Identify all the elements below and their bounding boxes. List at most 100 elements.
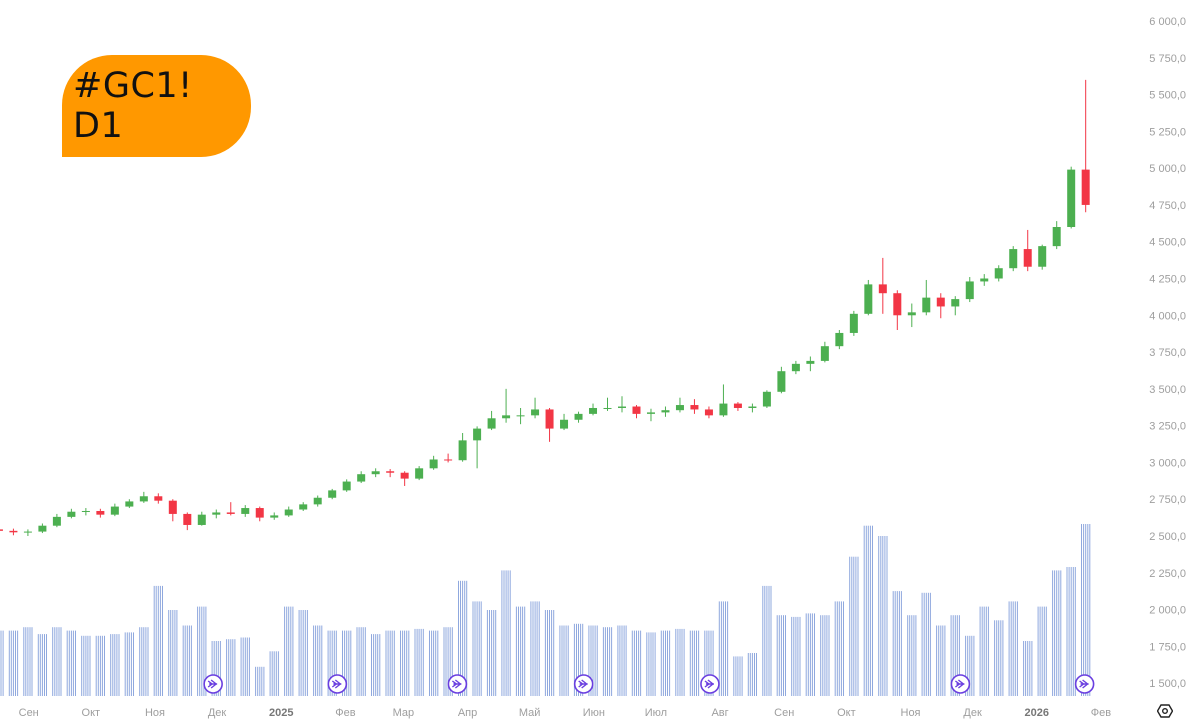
circled-arrow-icon[interactable]	[573, 674, 594, 694]
x-tick-label: Июл	[645, 707, 667, 719]
candle-body	[226, 512, 235, 514]
volume-bar	[248, 637, 250, 696]
symbol-label: #GC1! D1	[73, 66, 193, 146]
candle-body	[154, 496, 163, 501]
candle-body	[646, 412, 655, 414]
volume-bar	[524, 606, 526, 696]
circled-arrow-icon[interactable]	[203, 674, 223, 694]
candle-body	[9, 530, 18, 533]
volume-bar	[1027, 641, 1029, 696]
x-tick-label: Июн	[583, 707, 605, 719]
volume-bar	[971, 635, 973, 696]
symbol-badge: #GC1! D1	[62, 55, 251, 157]
x-tick-label: Авг	[711, 707, 728, 719]
circled-arrow-icon[interactable]	[327, 674, 348, 694]
candle-body	[386, 471, 395, 473]
volume-bar	[981, 606, 983, 696]
volume-bar	[402, 630, 404, 696]
candle-body	[255, 508, 264, 518]
x-tick-label: Фев	[335, 707, 355, 719]
volume-bar	[1025, 641, 1027, 696]
volume-bar	[116, 634, 118, 696]
volume-bar	[1029, 641, 1031, 696]
volume-bar	[739, 656, 741, 696]
volume-bar	[155, 585, 157, 696]
x-tick-label: Сен	[774, 707, 794, 719]
volume-bar	[958, 615, 960, 696]
volume-bar	[590, 625, 592, 696]
y-tick-label: 5 500,0	[1149, 90, 1186, 102]
volume-bar	[319, 625, 321, 696]
candle-body	[357, 474, 366, 482]
volume-bar	[898, 591, 900, 696]
circled-arrow-icon[interactable]	[447, 674, 468, 694]
candle-body	[183, 513, 192, 525]
y-tick-label: 3 500,0	[1149, 384, 1186, 396]
volume-bar	[478, 601, 480, 696]
volume-bar	[97, 635, 99, 696]
circled-arrow-icon[interactable]	[1074, 674, 1095, 694]
candle-body	[52, 516, 61, 526]
x-tick-label: Дек	[208, 707, 227, 719]
volume-bar	[99, 635, 101, 696]
volume-bar	[522, 606, 524, 696]
volume-bar	[462, 580, 464, 696]
volume-bar	[669, 630, 671, 696]
y-tick-label: 4 500,0	[1149, 237, 1186, 249]
arrow-glyph	[704, 679, 715, 689]
volume-bar	[681, 628, 683, 696]
volume-bar	[213, 641, 215, 696]
volume-bar	[246, 637, 248, 696]
volume-bar	[718, 601, 720, 696]
candle-body	[313, 497, 322, 505]
volume-bar	[118, 634, 120, 696]
volume-bar	[503, 570, 505, 696]
volume-bar	[1039, 606, 1041, 696]
volume-bar	[348, 630, 350, 696]
candle-body	[371, 471, 380, 475]
volume-bar	[342, 630, 343, 696]
hexagon-settings-icon[interactable]	[1157, 703, 1173, 719]
volume-bar	[776, 615, 778, 696]
circled-arrow-icon[interactable]	[700, 674, 720, 694]
volume-bar	[869, 525, 871, 696]
candle-body	[922, 297, 931, 313]
volume-bar	[186, 625, 188, 696]
volume-bar	[691, 630, 693, 696]
volume-bar	[85, 635, 87, 696]
volume-bar	[443, 627, 445, 696]
circled-arrow-icon[interactable]	[950, 674, 971, 694]
volume-bar	[722, 601, 724, 696]
volume-bar	[1000, 620, 1002, 696]
candle-body	[81, 510, 90, 512]
volume-bar	[662, 630, 664, 696]
x-tick-label: Мар	[393, 707, 415, 719]
volume-bar	[313, 625, 315, 696]
volume-bar	[795, 616, 797, 696]
candle-body	[661, 410, 670, 413]
volume-bar	[840, 601, 842, 696]
volume-bar	[799, 616, 801, 696]
volume-bar	[205, 606, 207, 696]
volume-bar	[472, 601, 474, 696]
candle-body	[574, 413, 583, 420]
volume-bar	[0, 630, 2, 696]
volume-bar	[277, 651, 279, 696]
volume-bar	[896, 591, 898, 696]
volume-bar	[677, 628, 679, 696]
candle-body	[197, 514, 206, 525]
volume-bar	[306, 610, 308, 696]
volume-bar	[1081, 524, 1082, 696]
y-tick-label: 3 250,0	[1149, 421, 1186, 433]
volume-bar	[720, 601, 722, 696]
volume-bar	[387, 630, 389, 696]
volume-bar	[754, 653, 755, 696]
x-tick-label: Дек	[963, 707, 982, 719]
volume-bar	[404, 630, 406, 696]
y-tick-label: 5 250,0	[1149, 126, 1186, 138]
volume-bar	[83, 635, 85, 696]
volume-bar	[822, 615, 824, 696]
volume-bar	[271, 651, 273, 696]
arrow-glyph	[207, 679, 218, 689]
